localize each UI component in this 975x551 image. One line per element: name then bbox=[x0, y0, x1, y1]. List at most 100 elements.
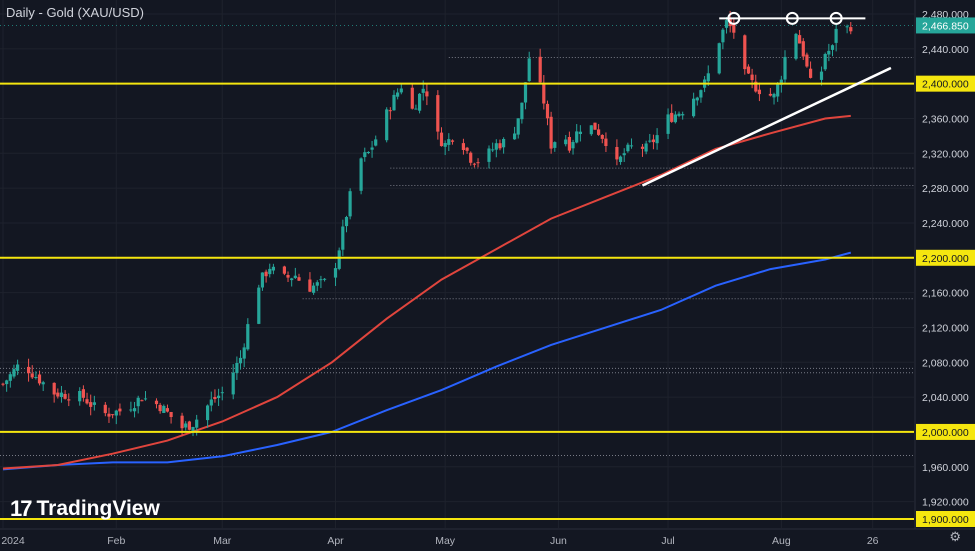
candle-body bbox=[293, 275, 297, 278]
price-tick-label: 2,360.000 bbox=[922, 113, 969, 125]
candle-body bbox=[469, 152, 473, 163]
candle-body bbox=[282, 266, 286, 274]
candle-body bbox=[564, 139, 568, 145]
candle-body bbox=[297, 277, 301, 281]
top-marker-circle[interactable] bbox=[829, 11, 843, 25]
candle-body bbox=[341, 226, 345, 250]
candle-body bbox=[85, 399, 89, 404]
time-tick-label: Aug bbox=[772, 535, 791, 547]
candle-body bbox=[238, 357, 243, 364]
candle-body bbox=[418, 93, 422, 111]
candle-body bbox=[644, 143, 648, 152]
last-price-badge[interactable] bbox=[916, 17, 975, 34]
top-marker-circle[interactable] bbox=[785, 11, 799, 25]
candle-body bbox=[162, 405, 166, 413]
last-price-label: 2,466.850 bbox=[922, 20, 969, 32]
candle-body bbox=[768, 93, 772, 96]
candle-body bbox=[692, 98, 696, 117]
candle-body bbox=[538, 56, 542, 83]
candle-body bbox=[8, 374, 12, 381]
candle-body bbox=[461, 143, 465, 150]
time-tick-label: 2024 bbox=[1, 535, 25, 547]
candle-body bbox=[809, 68, 813, 78]
candle-body bbox=[242, 347, 246, 359]
candle-body bbox=[217, 395, 221, 398]
candle-body bbox=[706, 73, 710, 82]
candle-body bbox=[516, 118, 520, 135]
candle-body bbox=[111, 414, 115, 416]
level-price-label: 2,200.000 bbox=[922, 253, 969, 265]
candle-body bbox=[89, 402, 93, 407]
candle-body bbox=[81, 389, 85, 398]
candle-body bbox=[257, 287, 261, 324]
candle-body bbox=[681, 114, 685, 116]
candle-body bbox=[63, 394, 67, 399]
candle-body bbox=[78, 391, 82, 402]
candle-body bbox=[308, 279, 312, 292]
candle-body bbox=[699, 90, 703, 98]
candle-body bbox=[118, 408, 122, 412]
candle-body bbox=[673, 114, 677, 123]
tradingview-logo-icon: 17 bbox=[10, 496, 33, 521]
time-axis[interactable]: 2024 Feb Mar Apr May Jun Jul Aug 26 bbox=[0, 528, 975, 551]
time-tick-label: May bbox=[435, 535, 456, 547]
candle-body bbox=[30, 373, 34, 378]
candle-body bbox=[743, 35, 747, 70]
candle-body bbox=[385, 109, 389, 141]
gear-icon[interactable]: ⚙ bbox=[949, 529, 961, 544]
level-price-badge[interactable] bbox=[916, 249, 975, 266]
candle-body bbox=[399, 88, 403, 93]
candle-body bbox=[56, 392, 60, 397]
level-price-badge[interactable] bbox=[916, 511, 975, 527]
candle-body bbox=[103, 404, 107, 414]
level-price-badge[interactable] bbox=[916, 75, 975, 92]
chart-title: Daily - Gold (XAU/USD) bbox=[6, 5, 144, 20]
candle-body bbox=[827, 50, 831, 55]
candle-body bbox=[41, 382, 45, 385]
candle-body bbox=[600, 135, 604, 139]
candle-body bbox=[597, 129, 601, 135]
price-axis[interactable]: 2,480.0002,440.0002,400.0002,360.0002,32… bbox=[914, 0, 975, 529]
price-tick-label: 2,440.000 bbox=[922, 44, 969, 56]
candle-body bbox=[436, 95, 440, 132]
candle-body bbox=[450, 140, 455, 142]
candle-body bbox=[410, 87, 414, 109]
candle-body bbox=[319, 279, 323, 281]
candle-body bbox=[476, 162, 480, 164]
candle-body bbox=[772, 93, 776, 98]
ma-blue-line bbox=[2, 251, 852, 471]
ascending-trendline[interactable] bbox=[641, 66, 892, 187]
price-tick-label: 1,920.000 bbox=[922, 497, 969, 509]
candle-body bbox=[425, 91, 429, 97]
chart-annotations[interactable] bbox=[641, 11, 892, 187]
price-tick-label: 2,160.000 bbox=[922, 288, 969, 300]
candle-body bbox=[513, 133, 517, 140]
candle-body bbox=[246, 324, 250, 350]
horizontal-levels[interactable] bbox=[0, 82, 914, 520]
candle-body bbox=[27, 366, 31, 374]
price-tick-label: 2,080.000 bbox=[922, 357, 969, 369]
candle-body bbox=[498, 143, 502, 149]
candle-body bbox=[220, 392, 224, 394]
candle-body bbox=[615, 147, 619, 160]
candle-body bbox=[670, 112, 674, 122]
top-marker-circle[interactable] bbox=[727, 11, 741, 25]
candle-body bbox=[195, 419, 199, 428]
level-price-badge[interactable] bbox=[916, 423, 975, 440]
candle-body bbox=[655, 135, 659, 144]
candle-body bbox=[721, 29, 725, 43]
candle-body bbox=[16, 364, 20, 371]
candle-body bbox=[165, 408, 169, 412]
dotted-price-levels bbox=[0, 24, 914, 456]
candle-body bbox=[333, 268, 338, 278]
candle-body bbox=[180, 415, 184, 429]
candle-body bbox=[724, 20, 729, 28]
candle-body bbox=[396, 92, 400, 97]
candle-body bbox=[732, 24, 736, 33]
candle-body bbox=[604, 138, 608, 146]
time-tick-label: Jun bbox=[550, 535, 567, 547]
candle-body bbox=[593, 122, 597, 130]
candle-body bbox=[779, 79, 783, 85]
candle-body bbox=[140, 400, 144, 402]
